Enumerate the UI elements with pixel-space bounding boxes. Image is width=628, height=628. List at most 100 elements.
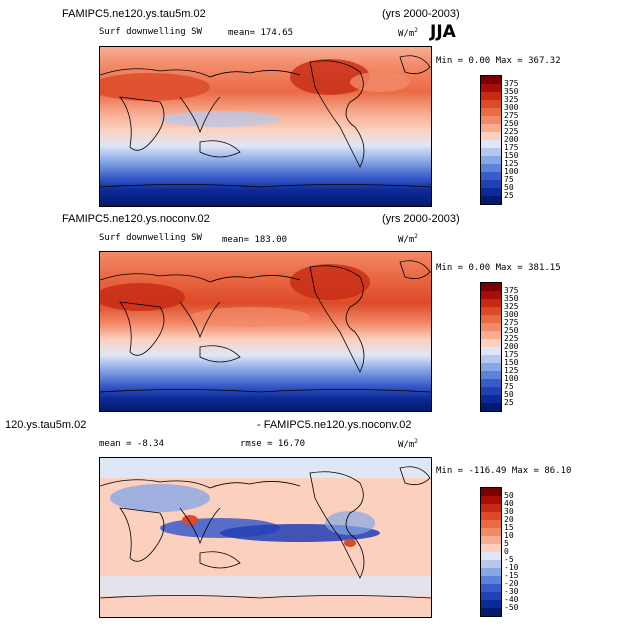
colorbar-swatch <box>481 387 501 395</box>
panel1-map-svg <box>100 47 431 206</box>
colorbar-swatch <box>481 536 501 544</box>
colorbar-swatch <box>481 132 501 140</box>
colorbar-tick-label: 200 <box>504 135 519 144</box>
panel1-mean: mean= 174.65 <box>228 28 294 38</box>
colorbar-tick-label: 0 <box>504 547 509 556</box>
colorbar-tick-label: 275 <box>504 111 519 120</box>
colorbar-tick-label: -15 <box>504 571 519 580</box>
colorbar-swatch <box>481 379 501 387</box>
colorbar-swatch <box>481 92 501 100</box>
colorbar-tick-label: 30 <box>504 507 514 516</box>
colorbar-swatch <box>481 283 501 291</box>
colorbar-swatch <box>481 188 501 196</box>
panel3-map-svg <box>100 458 431 617</box>
colorbar-tick-label: 75 <box>504 382 514 391</box>
colorbar-swatch <box>481 140 501 148</box>
colorbar-swatch <box>481 347 501 355</box>
colorbar-swatch <box>481 363 501 371</box>
colorbar-swatch <box>481 403 501 411</box>
colorbar-swatch <box>481 299 501 307</box>
colorbar-tick-label: 225 <box>504 127 519 136</box>
colorbar-tick-label: 15 <box>504 523 514 532</box>
colorbar-swatch <box>481 291 501 299</box>
colorbar-tick-label: 175 <box>504 143 519 152</box>
colorbar-swatch <box>481 180 501 188</box>
colorbar-tick-label: 300 <box>504 310 519 319</box>
panel3-title-right: - FAMIPC5.ne120.ys.noconv.02 <box>257 419 412 431</box>
panel3-title: 120.ys.tau5m.02 <box>5 419 87 431</box>
colorbar-tick-label: 100 <box>504 167 519 176</box>
colorbar-swatch <box>481 76 501 84</box>
colorbar-tick-label: 75 <box>504 175 514 184</box>
colorbar-tick-label: 250 <box>504 119 519 128</box>
colorbar-swatch <box>481 600 501 608</box>
colorbar-swatch <box>481 488 501 496</box>
panel3-units: W/m2 <box>398 438 418 450</box>
colorbar-tick-label: 300 <box>504 103 519 112</box>
panel1-units: W/m2 <box>398 27 418 39</box>
colorbar-swatch <box>481 156 501 164</box>
colorbar-tick-label: -10 <box>504 563 519 572</box>
panel1-map <box>99 46 432 207</box>
colorbar-tick-label: 150 <box>504 151 519 160</box>
colorbar-tick-label: -5 <box>504 555 514 564</box>
colorbar-swatch <box>481 331 501 339</box>
panel3-colorbar <box>480 487 502 617</box>
panel1-years: (yrs 2000-2003) <box>382 8 460 20</box>
panel1-colorbar <box>480 75 502 205</box>
colorbar-tick-label: 325 <box>504 95 519 104</box>
colorbar-tick-label: 350 <box>504 294 519 303</box>
colorbar-swatch <box>481 164 501 172</box>
colorbar-swatch <box>481 568 501 576</box>
colorbar-swatch <box>481 116 501 124</box>
colorbar-swatch <box>481 172 501 180</box>
colorbar-swatch <box>481 84 501 92</box>
colorbar-tick-label: 50 <box>504 491 514 500</box>
panel2-map-svg <box>100 252 431 411</box>
colorbar-swatch <box>481 100 501 108</box>
colorbar-swatch <box>481 395 501 403</box>
colorbar-swatch <box>481 520 501 528</box>
colorbar-swatch <box>481 512 501 520</box>
panel2-colorbar <box>480 282 502 412</box>
panel1-title: FAMIPC5.ne120.ys.tau5m.02 <box>62 8 206 20</box>
panel1-minmax: Min = 0.00 Max = 367.32 <box>436 56 561 66</box>
colorbar-tick-label: 125 <box>504 366 519 375</box>
colorbar-tick-label: 325 <box>504 302 519 311</box>
panel2-minmax: Min = 0.00 Max = 381.15 <box>436 263 561 273</box>
colorbar-swatch <box>481 196 501 204</box>
colorbar-swatch <box>481 576 501 584</box>
colorbar-swatch <box>481 307 501 315</box>
colorbar-tick-label: 25 <box>504 398 514 407</box>
colorbar-swatch <box>481 339 501 347</box>
colorbar-tick-label: 150 <box>504 358 519 367</box>
panel3-mean: mean = -8.34 <box>99 439 165 449</box>
colorbar-tick-label: 100 <box>504 374 519 383</box>
colorbar-swatch <box>481 592 501 600</box>
colorbar-tick-label: 25 <box>504 191 514 200</box>
season-label: JJA <box>430 22 456 42</box>
colorbar-swatch <box>481 148 501 156</box>
panel2-years: (yrs 2000-2003) <box>382 213 460 225</box>
panel3-rmse: rmse = 16.70 <box>240 439 306 449</box>
colorbar-tick-label: 5 <box>504 539 509 548</box>
colorbar-tick-label: 250 <box>504 326 519 335</box>
panel2-variable: Surf downwelling SW <box>99 233 202 243</box>
colorbar-swatch <box>481 496 501 504</box>
colorbar-swatch <box>481 124 501 132</box>
colorbar-tick-label: 50 <box>504 390 514 399</box>
colorbar-swatch <box>481 355 501 363</box>
colorbar-tick-label: -20 <box>504 579 519 588</box>
colorbar-tick-label: 10 <box>504 531 514 540</box>
colorbar-tick-label: 40 <box>504 499 514 508</box>
colorbar-tick-label: 20 <box>504 515 514 524</box>
panel2-units: W/m2 <box>398 233 418 245</box>
panel3-minmax: Min = -116.49 Max = 86.10 <box>436 466 572 476</box>
colorbar-swatch <box>481 528 501 536</box>
colorbar-tick-label: 375 <box>504 286 519 295</box>
colorbar-tick-label: -30 <box>504 587 519 596</box>
colorbar-swatch <box>481 323 501 331</box>
colorbar-swatch <box>481 552 501 560</box>
colorbar-tick-label: 275 <box>504 318 519 327</box>
colorbar-swatch <box>481 584 501 592</box>
